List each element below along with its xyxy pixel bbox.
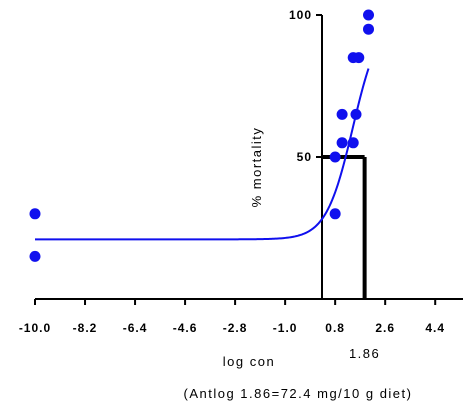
data-point: [329, 208, 341, 220]
x-tick-label: -8.2: [73, 321, 98, 335]
fit-curve: [35, 68, 370, 241]
x-tick-label: 2.6: [375, 321, 395, 335]
x-tick-label: -1.0: [273, 321, 298, 335]
antilog-annotation: (Antlog 1.86=72.4 mg/10 g diet): [184, 386, 413, 401]
data-point: [336, 137, 348, 149]
data-point: [350, 108, 362, 120]
data-points: [29, 9, 375, 262]
x-axis-ticks: -10.0 -8.2 -6.4 -4.6 -2.8 -1.0 0.8 2.6 4.4: [19, 299, 445, 335]
ld50-value-label: 1.86: [349, 346, 380, 361]
x-axis-title: log con: [223, 354, 275, 369]
data-point: [347, 137, 359, 149]
data-point: [336, 108, 348, 120]
x-tick-label: -2.8: [223, 321, 248, 335]
data-point: [29, 250, 41, 262]
data-point: [329, 151, 341, 163]
data-point: [363, 23, 375, 35]
x-tick-label: 0.8: [325, 321, 345, 335]
data-point: [363, 9, 375, 21]
x-tick-label: -4.6: [173, 321, 198, 335]
y-axis-title: % mortality: [249, 127, 264, 208]
data-point: [29, 208, 41, 220]
x-tick-label: -6.4: [123, 321, 148, 335]
data-point: [353, 52, 365, 64]
x-tick-label: -10.0: [19, 321, 51, 335]
y-axis-ticks: 50 100: [289, 8, 322, 164]
x-tick-label: 4.4: [425, 321, 445, 335]
y-tick-label: 50: [297, 150, 312, 164]
y-tick-label: 100: [289, 8, 312, 22]
